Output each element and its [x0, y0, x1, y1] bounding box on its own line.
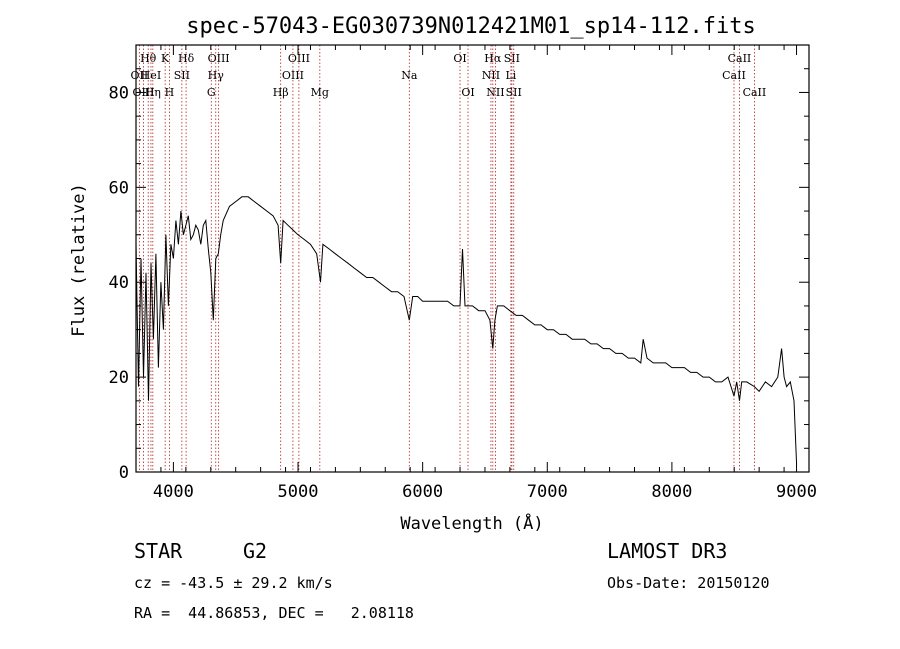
x-axis-label: Wavelength (Å) [400, 512, 543, 534]
spectral-line-label: OIII [208, 52, 230, 65]
redshift-value: cz = -43.5 ± 29.2 km/s [134, 574, 333, 592]
spectral-line-label: OIII [288, 52, 310, 65]
spectral-line-label: K [161, 52, 170, 65]
x-tick-label: 6000 [402, 482, 443, 502]
spectral-line-label: NII [482, 69, 500, 82]
coordinates: RA = 44.86853, DEC = 2.08118 [134, 604, 414, 622]
y-tick-label: 60 [109, 178, 129, 198]
spectral-line-label: SII [174, 69, 190, 82]
y-tick-label: 40 [109, 273, 129, 293]
spectral-line-label: OI [453, 52, 466, 65]
spectral-line-label: OIII [282, 69, 304, 82]
spectral-line-label: Mg [311, 86, 329, 99]
observation-date: Obs-Date: 20150120 [607, 574, 770, 592]
spectral-line-label: SII [506, 86, 522, 99]
x-tick-label: 7000 [527, 482, 568, 502]
spectral-line-label: Hγ [208, 69, 225, 82]
spectral-line-label: Hα [484, 52, 502, 65]
spectral-line-label: CaII [743, 86, 767, 99]
survey-name: LAMOST DR3 [607, 539, 728, 563]
y-tick-label: 0 [119, 463, 129, 483]
spectral-line-label: OII [131, 69, 149, 82]
spectral-line-label: NII [486, 86, 504, 99]
x-tick-label: 5000 [278, 482, 319, 502]
plot-frame [135, 44, 810, 473]
spectral-line-label: CaII [728, 52, 752, 65]
spectral-line-label: Na [401, 69, 418, 82]
spectral-line-label: OI [461, 86, 474, 99]
spectral-line-label: Li [505, 69, 516, 82]
spectral-line-label: Hβ [273, 86, 289, 99]
spectral-line-label: HeI [141, 69, 161, 82]
spectral-line-label: G [207, 86, 216, 99]
spectral-line-label: H [165, 86, 175, 99]
spectral-line-label: Hθ [140, 52, 157, 65]
x-tick-label: 8000 [651, 482, 692, 502]
flux-series-line [135, 196, 797, 463]
spectral-line-label: CaII [722, 69, 746, 82]
chart-title: spec-57043-EG030739N012421M01_sp14-112.f… [186, 14, 756, 39]
spectral-line-label: Hη [145, 86, 161, 99]
x-tick-label: 4000 [153, 482, 194, 502]
y-tick-label: 80 [109, 83, 129, 103]
y-axis-label: Flux (relative) [69, 183, 89, 337]
object-type: STAR [134, 539, 183, 563]
spectral-line-label: Hδ [178, 52, 195, 65]
spectral-subclass: G2 [243, 539, 268, 563]
x-tick-label: 9000 [776, 482, 817, 502]
spectral-line-label: SII [504, 52, 520, 65]
y-tick-label: 20 [109, 368, 129, 388]
